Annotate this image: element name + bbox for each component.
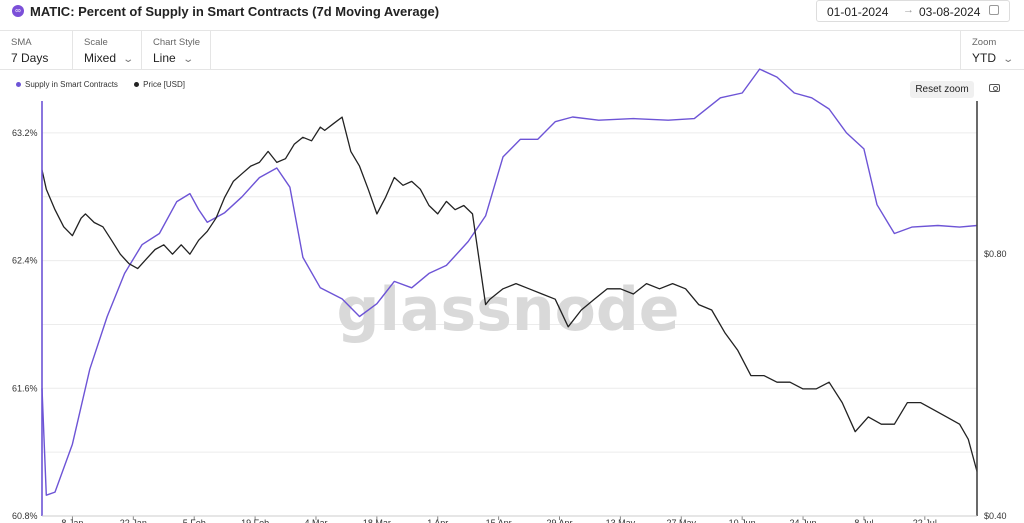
chevron-down-icon: ⌄	[182, 54, 194, 65]
x-tick-label: 1 Apr	[427, 518, 448, 523]
camera-icon[interactable]	[989, 84, 1000, 92]
x-tick-label: 18 Mar	[363, 518, 391, 523]
y-left-tick-label: 62.4%	[12, 256, 38, 266]
x-tick-label: 4 Mar	[304, 518, 327, 523]
chart-style-label: Chart Style	[153, 37, 200, 48]
chart-axes: 60.8% 61.6% 62.4% 63.2% $0.40 $0.80 8 Jan 22 Ja…	[12, 101, 1007, 523]
grid-lines	[42, 132, 977, 453]
date-range-picker[interactable]: 01-01-2024 → 03-08-2024	[816, 0, 1010, 22]
legend-item-price[interactable]: Price [USD]	[134, 80, 185, 89]
x-tick-label: 13 May	[606, 518, 636, 523]
chart-title: MATIC: Percent of Supply in Smart Contra…	[30, 4, 440, 19]
x-tick-label: 8 Jul	[854, 518, 873, 523]
x-tick-label: 22 Jul	[913, 518, 937, 523]
y-left-tick-label: 61.6%	[12, 383, 38, 393]
supply-series-line	[41, 68, 978, 496]
x-tick-label: 22 Jan	[120, 518, 147, 523]
legend-item-supply[interactable]: Supply in Smart Contracts	[16, 80, 118, 89]
x-tick-label: 15 Apr	[486, 518, 512, 523]
chart-style-select[interactable]: Chart Style Line ⌄	[142, 31, 211, 69]
watermark: glassnode	[336, 275, 679, 345]
sma-label: SMA	[11, 37, 32, 48]
zoom-select[interactable]: Zoom YTD ⌄	[960, 31, 1024, 69]
x-tick-label: 10 Jun	[729, 518, 756, 523]
x-tick-label: 24 Jun	[790, 518, 817, 523]
sma-select[interactable]: SMA 7 Days	[0, 31, 73, 69]
legend-dot-price	[134, 82, 140, 88]
legend-label-price: Price [USD]	[143, 80, 185, 89]
x-tick-label: 5 Feb	[183, 518, 206, 523]
series-lines	[41, 68, 978, 496]
scale-select[interactable]: Scale Mixed ⌄	[73, 31, 142, 69]
calendar-icon[interactable]	[989, 5, 999, 15]
chevron-down-icon: ⌄	[122, 54, 135, 65]
legend-dot-supply	[16, 82, 21, 88]
chevron-down-icon: ⌄	[1002, 54, 1015, 65]
sma-value: 7 Days	[11, 51, 49, 65]
reset-zoom-button[interactable]: Reset zoom	[910, 81, 974, 98]
y-left-tick-label: 63.2%	[12, 128, 38, 138]
x-tick-label: 29 Apr	[546, 518, 572, 523]
zoom-label: Zoom	[972, 37, 997, 48]
price-series-line	[41, 116, 978, 472]
scale-value: Mixed	[84, 51, 117, 65]
x-tick-label: 19 Feb	[241, 518, 269, 523]
y-left-tick-label: 60.8%	[12, 511, 38, 521]
chart-controls: SMA 7 Days Scale Mixed ⌄ Chart Style Line…	[0, 30, 1024, 70]
date-to[interactable]: 03-08-2024	[919, 5, 981, 19]
zoom-value: YTD	[972, 51, 996, 65]
x-tick-label: 27 May	[667, 518, 697, 523]
matic-logo-icon: ∞	[12, 5, 24, 17]
scale-label: Scale	[84, 37, 108, 48]
arrow-right-icon: →	[903, 4, 914, 16]
legend-label-supply: Supply in Smart Contracts	[25, 80, 118, 89]
chart-style-value: Line	[153, 51, 176, 65]
date-from[interactable]: 01-01-2024	[827, 5, 889, 19]
x-tick-label: 8 Jan	[61, 518, 83, 523]
y-right-tick-label: $0.80	[984, 249, 1007, 259]
chart-header: ∞ MATIC: Percent of Supply in Smart Cont…	[0, 0, 1024, 24]
chart-legend: Supply in Smart Contracts Price [USD]	[16, 80, 199, 89]
y-right-tick-label: $0.40	[984, 511, 1007, 521]
